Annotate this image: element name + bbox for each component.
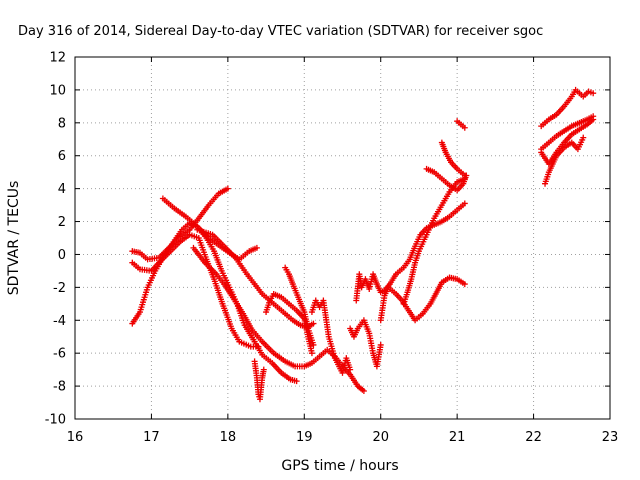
series-track-13	[377, 274, 468, 324]
y-tick-label: -6	[53, 347, 66, 362]
x-tick-label: 20	[372, 430, 389, 445]
series-track-14	[400, 175, 468, 307]
x-axis-label: GPS time / hours	[281, 458, 398, 474]
data-point	[590, 113, 597, 120]
y-tick-label: -4	[53, 314, 66, 329]
y-tick-label: -10	[45, 413, 66, 428]
series-track-11	[347, 317, 384, 370]
data-point	[461, 172, 468, 179]
y-tick-label: 8	[58, 116, 66, 131]
x-tick-label: 18	[220, 430, 237, 445]
series-track-15	[423, 165, 470, 194]
series-track-3	[129, 231, 262, 350]
data-point	[224, 185, 231, 192]
series-track-9	[282, 264, 317, 348]
data-points	[129, 86, 597, 403]
data-point	[461, 281, 468, 288]
y-tick-label: 0	[58, 248, 66, 263]
series-track-6	[194, 226, 317, 330]
grid-lines	[74, 56, 611, 420]
y-tick-label: -2	[53, 281, 66, 296]
series-track-7	[251, 358, 267, 403]
plot-frame	[74, 56, 611, 420]
data-point	[590, 90, 597, 97]
y-tick-label: 10	[49, 83, 66, 98]
y-tick-label: -8	[53, 380, 66, 395]
chart-title: Day 316 of 2014, Sidereal Day-to-day VTE…	[18, 24, 543, 39]
x-tick-label: 17	[143, 430, 160, 445]
y-axis-label: SDTVAR / TECUs	[6, 181, 22, 296]
series-track-16	[438, 139, 468, 179]
series-track-17	[454, 118, 468, 131]
y-tick-labels: -10 -8 -6 -4 -2 0 2 4 6 8 10 12	[45, 51, 66, 428]
x-tick-label: 19	[296, 430, 313, 445]
x-tick-label: 23	[602, 430, 619, 445]
data-point	[377, 341, 384, 348]
data-point	[461, 200, 468, 207]
data-point	[310, 341, 317, 348]
data-point	[580, 134, 587, 141]
data-point	[293, 378, 300, 385]
x-tick-label: 22	[525, 430, 542, 445]
data-point	[461, 124, 468, 131]
series-track-21	[538, 113, 597, 153]
data-point	[360, 388, 367, 395]
data-point	[260, 366, 267, 373]
data-point	[347, 366, 354, 373]
y-tick-label: 6	[58, 149, 66, 164]
x-tick-labels: 16 17 18 19 20 21 22 23	[67, 430, 619, 445]
x-tick-label: 16	[67, 430, 84, 445]
data-point	[308, 350, 315, 357]
data-point	[310, 320, 317, 327]
x-tick-label: 21	[449, 430, 466, 445]
y-tick-label: 4	[58, 182, 66, 197]
series-track-10	[308, 297, 354, 376]
data-point	[253, 244, 260, 251]
series-track-2	[129, 220, 260, 263]
series-track-19	[538, 86, 597, 130]
y-tick-label: 2	[58, 215, 66, 230]
series-track-20	[542, 134, 587, 187]
y-tick-label: 12	[49, 51, 66, 66]
